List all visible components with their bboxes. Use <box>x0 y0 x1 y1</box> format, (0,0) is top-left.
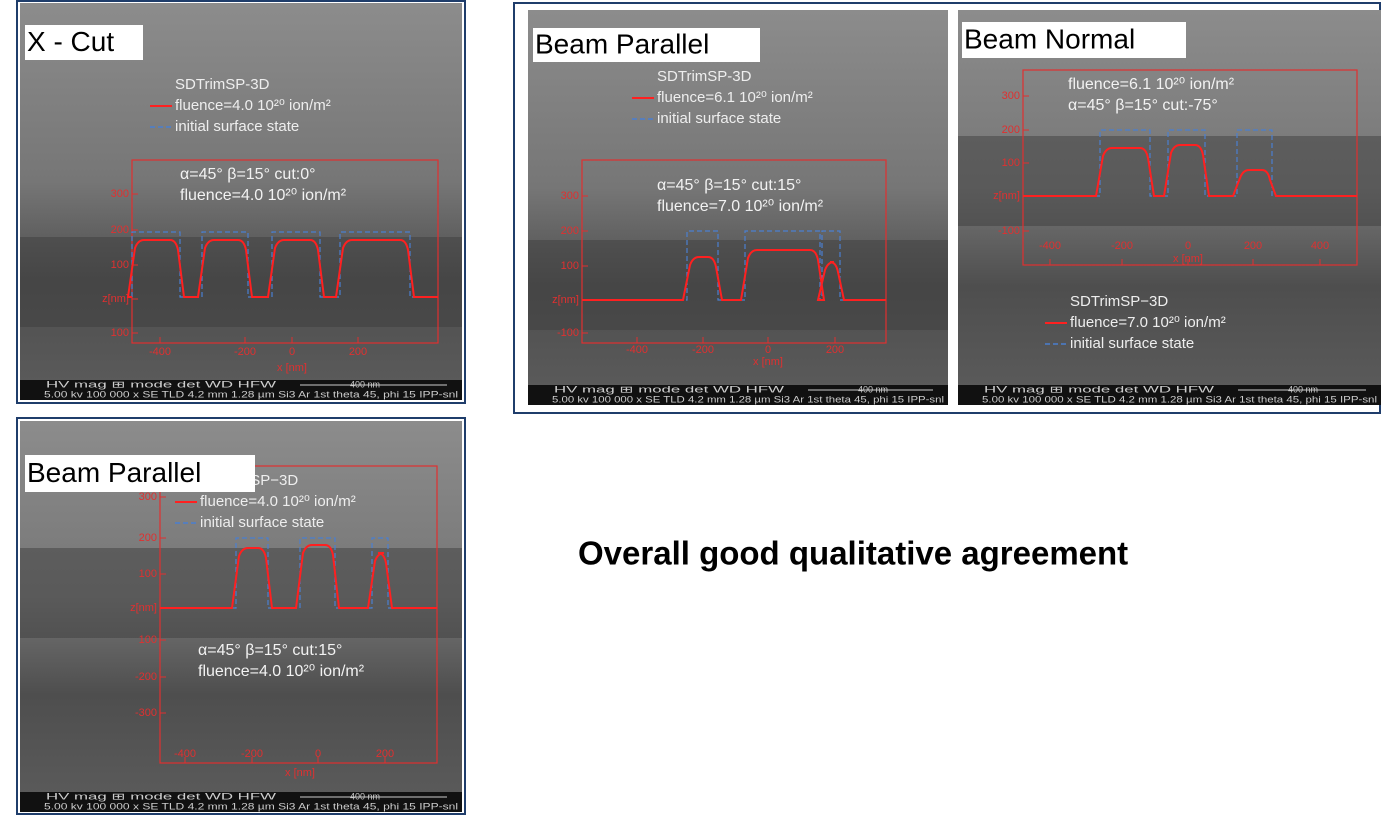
y-tick-label: 200 <box>139 532 157 544</box>
y-tick-label: 100 <box>111 327 129 339</box>
y-tick-label: z[nm] <box>102 293 129 305</box>
panel-label: Beam Parallel <box>27 457 201 488</box>
y-tick-label: -100 <box>998 225 1020 237</box>
parameter: fluence=4.0 10²⁰ ion/m² <box>180 187 347 204</box>
y-tick-label: 300 <box>1002 90 1020 102</box>
info-header: HV mag ⊞ mode det WD HFW <box>554 384 785 394</box>
panel-label: X - Cut <box>27 26 114 57</box>
conclusion: Overall good qualitative agreement <box>578 535 1128 572</box>
info-values: 5.00 kv 100 000 x SE TLD 4.2 mm 1.28 µm … <box>44 801 458 811</box>
y-tick-label: 100 <box>139 634 157 646</box>
x-tick-label: 200 <box>826 344 844 356</box>
x-tick-label: 0 <box>289 346 295 358</box>
legend-entry: initial surface state <box>1070 335 1194 352</box>
x-tick-label: -200 <box>241 748 263 760</box>
x-tick-label: 200 <box>376 748 394 760</box>
scale-label: 400 nm <box>858 384 888 394</box>
x-tick-label: -400 <box>1039 240 1061 252</box>
y-tick-label: 300 <box>111 188 129 200</box>
x-tick-label: 200 <box>1244 240 1262 252</box>
legend-entry: initial surface state <box>200 514 324 531</box>
legend-title: SDTrimSP−3D <box>1070 293 1168 310</box>
parameter: α=45° β=15° cut:15° <box>657 177 801 194</box>
structure-band <box>958 136 1381 226</box>
y-tick-label: 100 <box>561 260 579 272</box>
x-axis-label: x [nm] <box>277 362 307 374</box>
x-tick-label: 0 <box>765 344 771 356</box>
y-tick-label: -300 <box>135 707 157 719</box>
y-tick-label: -100 <box>557 327 579 339</box>
legend-entry: initial surface state <box>175 118 299 135</box>
x-tick-label: -200 <box>692 344 714 356</box>
y-tick-label: z[nm] <box>993 190 1020 202</box>
slide: Overall good qualitative agreement HV ma… <box>0 0 1381 815</box>
x-axis-label: x [nm] <box>753 356 783 368</box>
y-tick-label: 100 <box>139 568 157 580</box>
structure-band <box>528 240 948 330</box>
y-tick-label: 200 <box>111 224 129 236</box>
parameter: α=45° β=15° cut:15° <box>198 642 342 659</box>
x-tick-label: 200 <box>349 346 367 358</box>
legend-entry: initial surface state <box>657 110 781 127</box>
y-tick-label: 200 <box>1002 124 1020 136</box>
scale-label: 400 nm <box>350 379 380 389</box>
info-header: HV mag ⊞ mode det WD HFW <box>46 379 277 389</box>
scale-label: 400 nm <box>1288 384 1318 394</box>
legend-title: SDTrimSP-3D <box>657 68 752 85</box>
structure-band <box>20 548 462 638</box>
legend-entry: fluence=7.0 10²⁰ ion/m² <box>1070 314 1226 331</box>
x-tick-label: 0 <box>1185 240 1191 252</box>
parameter: α=45° β=15° cut:0° <box>180 166 316 183</box>
scale-label: 400 nm <box>350 791 380 801</box>
y-tick-label: -200 <box>135 671 157 683</box>
y-tick-label: 200 <box>561 225 579 237</box>
info-header: HV mag ⊞ mode det WD HFW <box>46 791 277 801</box>
y-tick-label: 100 <box>111 259 129 271</box>
y-tick-label: 300 <box>139 491 157 503</box>
y-tick-label: 100 <box>1002 157 1020 169</box>
info-values: 5.00 kv 100 000 x SE TLD 4.2 mm 1.28 µm … <box>552 394 944 404</box>
info-header: HV mag ⊞ mode det WD HFW <box>984 384 1215 394</box>
x-tick-label: -200 <box>1111 240 1133 252</box>
x-tick-label: 0 <box>315 748 321 760</box>
y-tick-label: z[nm] <box>552 294 579 306</box>
legend-entry: fluence=4.0 10²⁰ ion/m² <box>200 493 356 510</box>
x-axis-label: x [nm] <box>1173 253 1203 265</box>
panel-label: Beam Parallel <box>535 28 709 59</box>
parameter: fluence=7.0 10²⁰ ion/m² <box>657 198 824 215</box>
structure-band <box>20 237 462 327</box>
info-values: 5.00 kv 100 000 x SE TLD 4.2 mm 1.28 µm … <box>44 389 458 399</box>
x-tick-label: -400 <box>626 344 648 356</box>
parameter: fluence=6.1 10²⁰ ion/m² <box>1068 76 1235 93</box>
legend-entry: fluence=4.0 10²⁰ ion/m² <box>175 97 331 114</box>
x-tick-label: -400 <box>149 346 171 358</box>
x-tick-label: -400 <box>174 748 196 760</box>
x-tick-label: -200 <box>234 346 256 358</box>
info-values: 5.00 kv 100 000 x SE TLD 4.2 mm 1.28 µm … <box>982 394 1377 404</box>
panel-label: Beam Normal <box>964 23 1135 54</box>
y-tick-label: 300 <box>561 190 579 202</box>
x-axis-label: x [nm] <box>285 767 315 779</box>
legend-entry: fluence=6.1 10²⁰ ion/m² <box>657 89 813 106</box>
legend-title: SDTrimSP-3D <box>175 76 270 93</box>
y-tick-label: z[nm] <box>130 602 157 614</box>
parameter: α=45° β=15° cut:-75° <box>1068 97 1218 114</box>
x-tick-label: 400 <box>1311 240 1329 252</box>
page: Overall good qualitative agreement HV ma… <box>0 0 1381 815</box>
parameter: fluence=4.0 10²⁰ ion/m² <box>198 663 365 680</box>
